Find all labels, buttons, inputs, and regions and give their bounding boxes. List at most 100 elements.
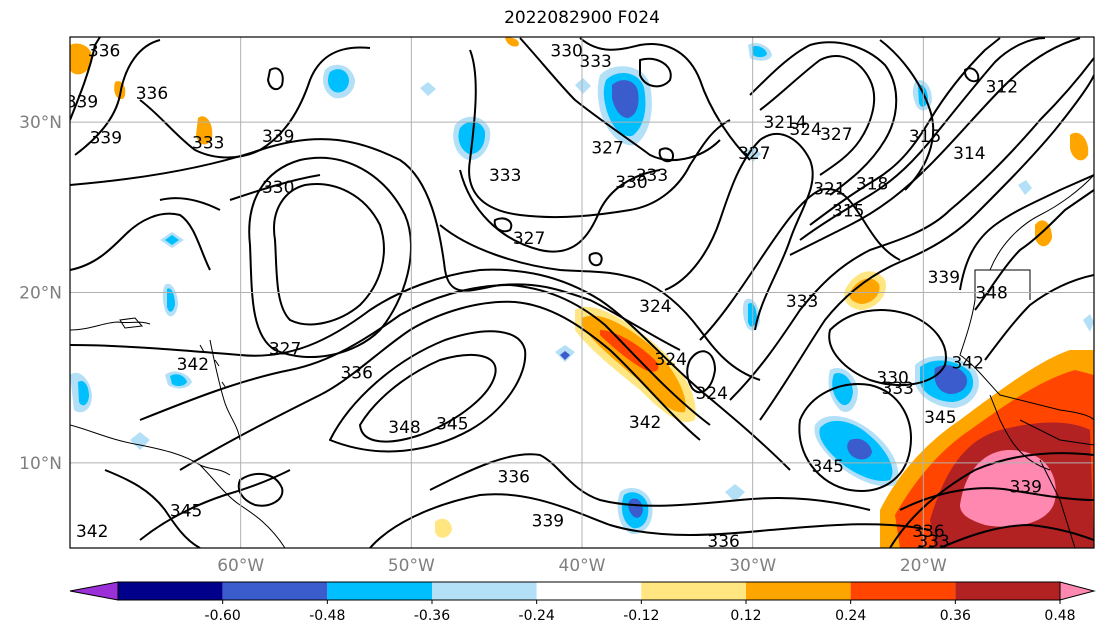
shade-cool-dark	[934, 365, 968, 394]
contour-label: 342	[629, 413, 661, 433]
contour-label: 336	[88, 42, 120, 62]
contour-line	[159, 174, 321, 211]
map-title: 2022082900 F024	[504, 8, 660, 28]
contour-label: 333	[786, 292, 818, 312]
contour-label: 333	[489, 166, 521, 186]
colorbar-segment	[327, 582, 432, 600]
contour-label: 345	[812, 457, 844, 477]
shade-cool-mid	[170, 374, 187, 387]
contour-label: 324	[695, 384, 727, 404]
contour-label: 324	[655, 350, 687, 370]
contour-line	[729, 57, 1094, 401]
contour-label: 336	[498, 467, 530, 487]
shade-cool-dark	[612, 80, 639, 118]
colorbar-segment	[850, 582, 956, 600]
x-tick-label: 20°W	[900, 556, 947, 576]
contour-label: 342	[177, 355, 209, 375]
contour-labels: 336 339 339 336 333 339 330 327 336 348 345 333 327 3…	[66, 42, 1042, 564]
contour-line	[789, 37, 1081, 256]
shade-warm-spot	[1070, 132, 1089, 161]
colorbar-label: 0.36	[940, 608, 971, 624]
colorbar-label: -0.60	[205, 608, 241, 624]
contour-line	[139, 284, 711, 426]
contour-line	[70, 37, 161, 156]
contour-line	[759, 74, 1094, 421]
y-tick-label: 10°N	[19, 454, 62, 474]
contour-line	[759, 55, 876, 176]
contour-line	[984, 274, 1094, 361]
contour-line	[799, 37, 1046, 241]
contour-label: 339	[262, 127, 294, 147]
plot-frame	[69, 36, 1095, 549]
contour-label: 330	[615, 173, 647, 193]
colorbar-segment	[955, 582, 1060, 600]
contour-label: 324	[639, 297, 671, 317]
shade-warm-spot	[435, 518, 452, 538]
contour-label: 324	[789, 120, 821, 140]
contour-line	[899, 487, 1094, 511]
colorbar-label: -0.24	[519, 608, 555, 624]
colorbar-segment	[432, 582, 537, 600]
colorbar-label: 0.48	[1044, 608, 1075, 624]
shade-warm-spot	[849, 278, 880, 304]
shade-cool-dark	[847, 438, 872, 460]
contour-line	[329, 330, 527, 453]
contour-label: 330	[550, 42, 582, 62]
contour-label: 330	[876, 369, 908, 389]
contour-line	[686, 350, 716, 394]
contour-line	[439, 224, 761, 381]
contour-line	[359, 354, 497, 443]
contour-line	[639, 57, 672, 88]
colorbar-label: -0.48	[309, 608, 345, 624]
shade-warm-spot	[70, 43, 93, 75]
shade-warm-pink	[960, 450, 1056, 527]
x-tick-label: 50°W	[388, 556, 435, 576]
shade-cool-light	[130, 432, 150, 450]
contour-line	[749, 41, 898, 196]
contour-line	[519, 37, 721, 161]
contour-label: 327	[269, 340, 301, 360]
contour-label: 314	[953, 144, 985, 164]
contour-line	[798, 383, 912, 492]
contour-label: 336	[340, 364, 372, 384]
colorbar-segment	[641, 582, 746, 600]
y-tick-label: 20°N	[19, 284, 62, 304]
shade-cool-light	[1018, 180, 1032, 195]
shade-cool-mid	[165, 235, 179, 245]
contour-label: 339	[66, 93, 98, 113]
contour-line	[879, 39, 935, 191]
colorbar-frame	[117, 581, 1061, 601]
contour-line	[267, 67, 284, 91]
x-tick-label: 30°W	[729, 556, 776, 576]
contour-label: 345	[924, 408, 956, 428]
contour-label: 336	[136, 84, 168, 104]
contour-label: 333	[917, 532, 949, 552]
contour-line	[179, 300, 701, 471]
x-axis: 60°W 50°W 40°W 30°W 20°W	[217, 556, 947, 576]
contour-line	[809, 37, 1001, 226]
shade-cool-light	[420, 82, 436, 96]
border-africa	[975, 269, 1094, 548]
contour-label: 342	[951, 353, 983, 373]
contour-label: 3214	[763, 113, 806, 133]
shade-cool-mid	[167, 288, 175, 312]
contour-line	[70, 212, 211, 271]
contour-line	[273, 183, 385, 326]
contour-label: 315	[832, 202, 864, 222]
contour-label: 330	[916, 544, 948, 564]
contour-label: 327	[738, 144, 770, 164]
x-tick-label: 40°W	[559, 556, 606, 576]
shade-cool-mid	[560, 351, 570, 360]
shade-cool-mid	[327, 69, 349, 93]
contour-label: 333	[636, 166, 668, 186]
contour-line	[699, 188, 901, 341]
colorbar-label: -0.36	[414, 608, 450, 624]
contour-line	[429, 453, 871, 511]
contour-label: 348	[388, 418, 420, 438]
contour-line	[588, 252, 603, 267]
y-axis: 30°N 20°N 10°N	[19, 113, 62, 474]
colorbar-segment	[536, 582, 642, 600]
colorbar-extend-low	[69, 581, 119, 601]
contour-label: 339	[90, 128, 122, 148]
shade-warm-spot	[196, 116, 213, 145]
